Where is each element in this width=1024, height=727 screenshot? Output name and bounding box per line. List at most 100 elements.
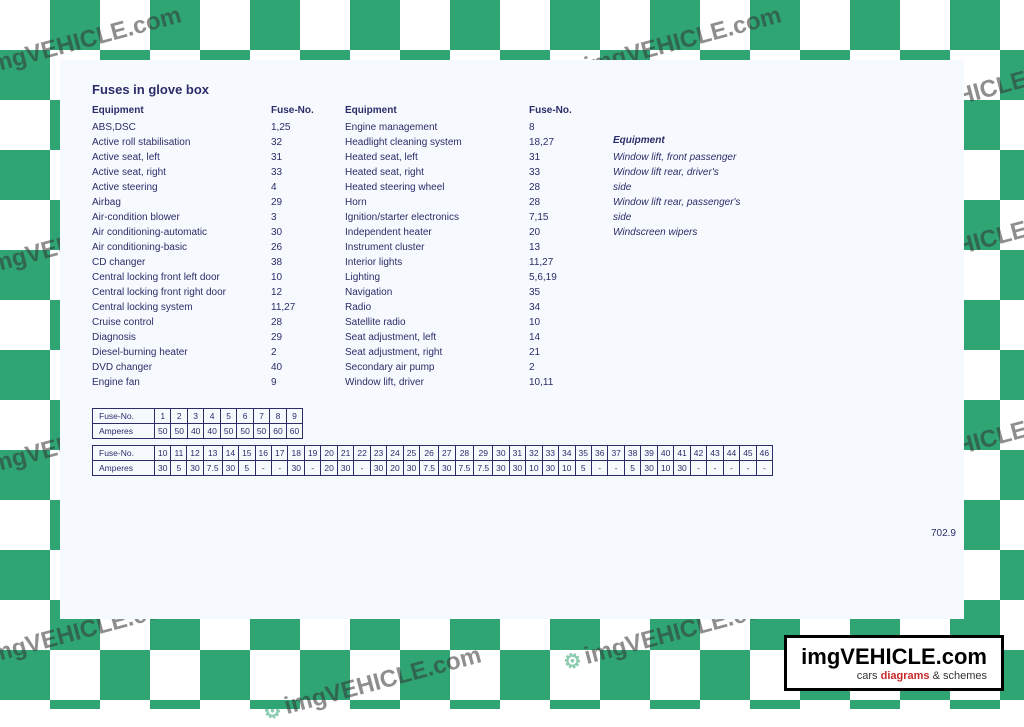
equipment-row: Headlight cleaning system (345, 135, 515, 150)
col-header: Fuse-No. (529, 105, 599, 116)
amp-cell: 34 (559, 446, 575, 461)
equipment-row: Independent heater (345, 225, 515, 240)
equipment-row: 9 (271, 375, 331, 390)
amp-cell: 30 (542, 461, 558, 476)
equipment-row: Airbag (92, 195, 257, 210)
amp-cell: 20 (387, 461, 403, 476)
equipment-row: Diagnosis (92, 330, 257, 345)
equipment-row: Engine management (345, 120, 515, 135)
equipment-row: Ignition/starter electronics (345, 210, 515, 225)
amp-cell: 30 (187, 461, 203, 476)
amp-cell: 50 (253, 424, 269, 439)
amp-cell: - (354, 461, 370, 476)
equipment-row: Active roll stabilisation (92, 135, 257, 150)
equipment-row: Instrument cluster (345, 240, 515, 255)
amp-cell: 10 (526, 461, 542, 476)
equipment-row: Air conditioning-automatic (92, 225, 257, 240)
amp-cell: - (255, 461, 271, 476)
brand-badge: imgVEHICLE.com cars diagrams & schemes (784, 635, 1004, 691)
amp-cell: 3 (187, 409, 203, 424)
amp-cell: 30 (439, 461, 455, 476)
equipment-row: Seat adjustment, right (345, 345, 515, 360)
amp-cell: - (740, 461, 756, 476)
equipment-row: 32 (271, 135, 331, 150)
fuse-document: Fuses in glove box Equipment ABS,DSCActi… (60, 60, 964, 619)
equipment-row: 20 (529, 225, 599, 240)
col2-fuseno: Fuse-No. 818,27313328287,15201311,275,6,… (529, 105, 599, 390)
amp-cell: 35 (575, 446, 591, 461)
col2-equipment: Equipment Engine managementHeadlight cle… (345, 105, 515, 390)
amp-cell: 30 (370, 461, 386, 476)
amp-cell: 37 (608, 446, 624, 461)
amp-cell: - (707, 461, 723, 476)
amp-cell: 30 (493, 461, 509, 476)
equipment-row: 35 (529, 285, 599, 300)
equipment-row: Window lift rear, passenger's (613, 195, 793, 210)
equipment-row: 12 (271, 285, 331, 300)
amp-cell: 43 (707, 446, 723, 461)
amp-cell: 30 (641, 461, 657, 476)
equipment-row: 13 (529, 240, 599, 255)
equipment-row: Cruise control (92, 315, 257, 330)
equipment-row: 2 (529, 360, 599, 375)
equipment-row: Window lift, driver (345, 375, 515, 390)
col-header: Equipment (613, 135, 793, 146)
amp-cell: 13 (203, 446, 222, 461)
amp-cell: - (723, 461, 739, 476)
amp-cell: 15 (239, 446, 255, 461)
equipment-row: 11,27 (529, 255, 599, 270)
amp-cell: 40 (657, 446, 673, 461)
equipment-row: Window lift rear, driver's (613, 165, 793, 180)
brand-line1: imgVEHICLE.com (801, 644, 987, 670)
amp-cell: - (591, 461, 607, 476)
amp-table-2: Fuse-No.10111213141516171819202122232425… (92, 445, 773, 476)
equipment-row: 34 (529, 300, 599, 315)
label-cell: Fuse-No. (93, 409, 155, 424)
equipment-row: 33 (529, 165, 599, 180)
amp-cell: 24 (387, 446, 403, 461)
amp-cell: 10 (155, 446, 171, 461)
amp-cell: 17 (272, 446, 288, 461)
amp-cell: 30 (493, 446, 509, 461)
amp-cell: 32 (526, 446, 542, 461)
equipment-row: Heated seat, right (345, 165, 515, 180)
amp-cell: 10 (559, 461, 575, 476)
col-header: Fuse-No. (271, 105, 331, 116)
col-header: Equipment (92, 105, 257, 116)
amp-cell: 30 (222, 461, 238, 476)
equipment-row: Navigation (345, 285, 515, 300)
amp-cell: 50 (155, 424, 171, 439)
amp-cell: 60 (270, 424, 286, 439)
equipment-row: DVD changer (92, 360, 257, 375)
amp-cell: 30 (403, 461, 419, 476)
amp-cell: 5 (171, 461, 187, 476)
amp-cell: 33 (542, 446, 558, 461)
amp-cell: 30 (155, 461, 171, 476)
amp-cell: 16 (255, 446, 271, 461)
amp-cell: - (272, 461, 288, 476)
amp-cell: 38 (624, 446, 640, 461)
equipment-row: 1,25 (271, 120, 331, 135)
amp-cell: 42 (690, 446, 706, 461)
amp-cell: 36 (591, 446, 607, 461)
equipment-row: Lighting (345, 270, 515, 285)
equipment-row: Satellite radio (345, 315, 515, 330)
amp-cell: 25 (403, 446, 419, 461)
amp-cell: 4 (204, 409, 220, 424)
equipment-columns: Equipment ABS,DSCActive roll stabilisati… (92, 105, 936, 390)
amp-cell: 5 (239, 461, 255, 476)
amp-cell: 39 (641, 446, 657, 461)
amp-cell: 45 (740, 446, 756, 461)
equipment-row: 10 (529, 315, 599, 330)
amp-cell: 7 (253, 409, 269, 424)
amp-cell: 28 (455, 446, 474, 461)
equipment-row: 40 (271, 360, 331, 375)
amp-cell: 41 (674, 446, 690, 461)
equipment-row: Active steering (92, 180, 257, 195)
amp-cell: 40 (187, 424, 203, 439)
amp-cell: 10 (657, 461, 673, 476)
equipment-row: Interior lights (345, 255, 515, 270)
amp-cell: 50 (237, 424, 253, 439)
equipment-row: 2 (271, 345, 331, 360)
equipment-row: Active seat, right (92, 165, 257, 180)
